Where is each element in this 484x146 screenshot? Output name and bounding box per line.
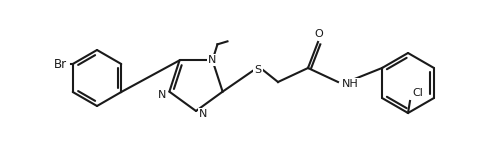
- Text: O: O: [315, 29, 323, 39]
- Text: S: S: [255, 65, 261, 75]
- Text: N: N: [199, 109, 207, 119]
- Text: Br: Br: [54, 58, 67, 71]
- Text: N: N: [158, 90, 166, 100]
- Text: N: N: [208, 55, 217, 65]
- Text: NH: NH: [342, 79, 359, 89]
- Text: Cl: Cl: [412, 88, 423, 98]
